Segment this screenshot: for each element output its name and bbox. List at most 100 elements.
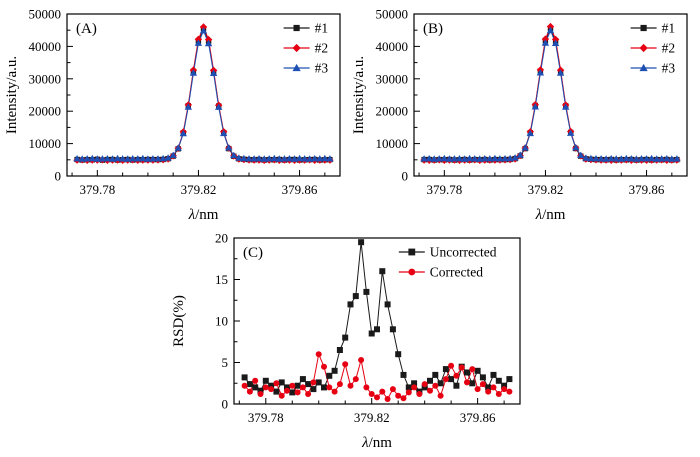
data-point: [270, 154, 278, 162]
data-point: [310, 379, 317, 386]
data-point: [490, 384, 497, 391]
x-axis-title: λ/nm: [535, 207, 566, 223]
data-point: [481, 155, 489, 162]
y-tick-label: 20: [215, 231, 228, 246]
data-point: [411, 384, 418, 391]
data-point: [501, 382, 508, 389]
data-point: [379, 268, 386, 275]
data-point: [179, 129, 187, 137]
data-point: [363, 288, 370, 295]
data-point: [331, 367, 338, 374]
data-point: [460, 155, 469, 162]
data-point: [384, 301, 391, 308]
data-point: [326, 372, 333, 379]
data-point: [597, 155, 605, 162]
data-point: [496, 155, 504, 162]
data-point: [315, 379, 322, 386]
data-point: [316, 155, 324, 162]
data-point: [506, 388, 513, 395]
data-point: [421, 384, 428, 391]
data-point: [395, 351, 402, 358]
data-point: [495, 377, 502, 384]
x-axis-title: λ/nm: [188, 207, 219, 223]
y-tick-label: 40000: [376, 39, 409, 54]
data-point: [273, 380, 280, 387]
data-point: [241, 382, 248, 389]
data-point: [83, 155, 91, 162]
data-point: [284, 387, 290, 394]
data-point: [455, 155, 464, 162]
y-tick-label: 30000: [29, 71, 62, 86]
x-tick-label: 379.78: [248, 410, 284, 425]
data-point: [546, 26, 555, 34]
data-point: [536, 69, 545, 76]
data-point: [278, 379, 285, 386]
data-point: [352, 293, 359, 300]
data-point: [154, 155, 162, 162]
legend-label: #3: [662, 61, 676, 76]
data-point: [411, 380, 418, 387]
data-point: [289, 389, 296, 396]
panel-label: (A): [76, 21, 97, 37]
top-row: 379.78 379.82 379.86 0 10000 20000 30000 40000 5…: [0, 4, 700, 226]
data-point: [184, 103, 192, 110]
y-tick-label: 30000: [376, 71, 409, 86]
series-line-Corrected: [244, 352, 510, 400]
data-point: [284, 384, 290, 391]
data-point: [653, 155, 661, 162]
data-point: [358, 239, 365, 246]
data-point: [235, 154, 243, 161]
data-point: [453, 382, 460, 389]
data-point: [368, 391, 375, 397]
data-point: [103, 155, 112, 162]
y-tick-label: 15: [215, 272, 228, 287]
data-point: [440, 154, 448, 162]
data-point: [374, 394, 380, 401]
data-point: [587, 154, 595, 162]
data-point: [526, 129, 534, 137]
data-point: [209, 69, 218, 76]
panel-b-chart: 379.78 379.82 379.86 0 10000 20000 30000 40000 5…: [351, 7, 688, 223]
data-point: [257, 387, 264, 394]
data-point: [582, 154, 590, 161]
data-point: [257, 391, 264, 397]
data-point: [485, 384, 492, 391]
data-point: [430, 155, 438, 162]
y-tick-label: 20000: [29, 104, 62, 119]
data-point: [113, 154, 122, 162]
data-point: [306, 155, 314, 162]
diamond-legend-icon: [639, 43, 648, 53]
legend-label: #3: [315, 61, 329, 76]
data-point: [577, 151, 585, 158]
x-tick-label: 379.86: [282, 182, 318, 197]
data-point: [73, 155, 81, 162]
data-point: [278, 392, 285, 399]
data-point: [476, 155, 484, 162]
x-tick-label: 379.82: [181, 182, 217, 197]
data-point: [632, 155, 641, 162]
data-point: [379, 388, 386, 395]
bottom-row: 379.78 379.82 379.86 0 5 10 15 20 (C) λ/nm RSD(%) U…: [0, 228, 700, 454]
legend-label: Uncorrected: [430, 245, 497, 260]
data-point: [607, 155, 615, 162]
data-point: [189, 69, 198, 76]
data-point: [321, 384, 327, 391]
data-point: [485, 388, 492, 395]
data-point: [464, 379, 470, 386]
data-point: [311, 155, 319, 162]
data-point: [280, 155, 289, 162]
legend-label: Corrected: [430, 265, 483, 280]
data-point: [572, 144, 580, 151]
data-point: [442, 366, 449, 373]
data-point: [250, 155, 258, 162]
data-point: [437, 392, 444, 399]
data-point: [405, 384, 412, 391]
data-point: [321, 154, 329, 162]
panel-label: (C): [243, 245, 263, 261]
data-point: [531, 103, 539, 110]
data-point: [374, 326, 380, 333]
data-point: [124, 155, 132, 162]
data-point: [225, 144, 233, 151]
data-point: [479, 374, 486, 381]
